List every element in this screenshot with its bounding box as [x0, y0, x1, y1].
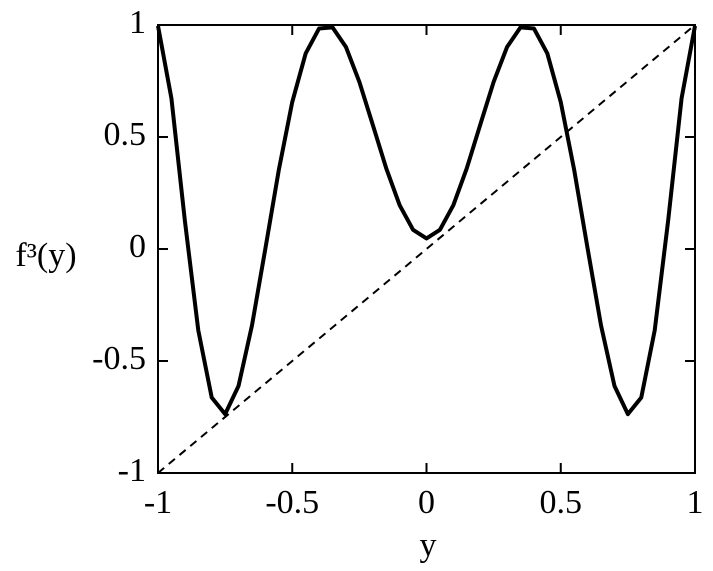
x-tick-label: 1 [687, 484, 704, 521]
y-tick-label: -1 [118, 452, 146, 489]
x-tick-label: 0.5 [540, 484, 583, 521]
curve [156, 25, 697, 417]
y-tick-label: -0.5 [92, 340, 146, 377]
x-tick-label: -0.5 [265, 484, 319, 521]
y-tick-label: 1 [129, 4, 146, 41]
x-tick-label: 0 [418, 484, 435, 521]
x-tick-label: -1 [144, 484, 172, 521]
y-axis-label: f³(y) [15, 237, 76, 274]
y-tick-label: 0 [129, 228, 146, 265]
curve [157, 24, 696, 474]
x-axis-label: y [420, 527, 437, 564]
y-tick-label: 0.5 [104, 116, 147, 153]
